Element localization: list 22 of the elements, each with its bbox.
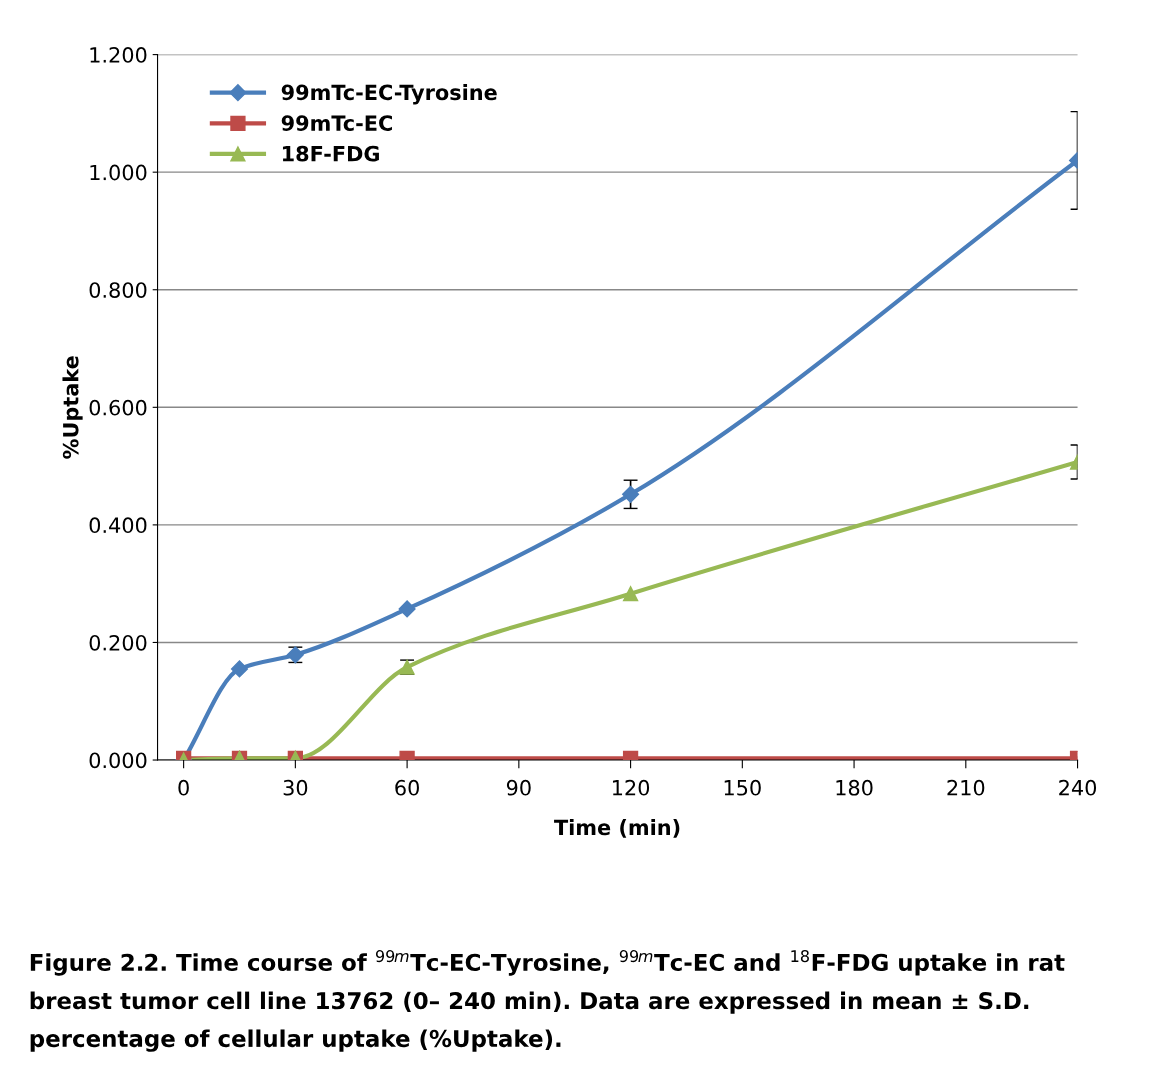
- y-tick-label: 1.000: [90, 164, 147, 181]
- y-tick-label: 0.400: [89, 517, 147, 534]
- text: Figure 2.2. Time course of $^{99m}$Tc-EC-Tyrosine, $^{99m}$Tc-EC and $^{18}$F-FDG uptake in rat breast tumor cell line 13762 (0– 240 min). Data are expressed in mean ± S.D. percentage of cellular uptake (%Uptake).: [30, 950, 1065, 1052]
- x-tick-label: 180: [836, 779, 873, 796]
- legend-label: 99mTc-EC: [281, 115, 392, 131]
- x-tick-label: 0: [178, 779, 189, 796]
- legend-label: 18F-FDG: [282, 145, 379, 162]
- x-tick-label: 90: [506, 779, 531, 796]
- x-tick-label: 240: [1059, 779, 1097, 796]
- y-tick-label: 1.200: [90, 47, 147, 63]
- x-tick-label: 60: [395, 779, 419, 796]
- y-axis-title: %Uptake: [62, 356, 83, 459]
- x-tick-label: 120: [612, 779, 650, 796]
- y-tick-label: 0.600: [89, 399, 147, 416]
- y-tick-label: 0.800: [89, 282, 147, 298]
- y-tick-label: 0.200: [89, 634, 147, 651]
- x-tick-label: 210: [947, 779, 985, 796]
- legend-label: 99mTc-EC-Tyrosine: [281, 84, 497, 105]
- y-tick-label: 0.000: [89, 752, 147, 769]
- x-tick-label: 30: [283, 779, 308, 796]
- x-tick-label: 150: [724, 779, 761, 796]
- x-axis-title: Time (min): [554, 819, 680, 838]
